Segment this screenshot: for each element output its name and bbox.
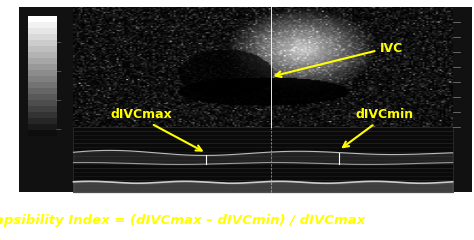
Bar (28, 124, 57, 130)
Text: —: — (56, 41, 62, 46)
Bar (73, 7, 453, 127)
Bar (73, 127, 453, 192)
Text: IVC: IVC (380, 42, 403, 54)
Bar (453, 7, 472, 192)
Bar (28, 94, 57, 100)
Bar (28, 58, 57, 64)
Text: —: — (56, 127, 62, 132)
Bar (28, 28, 57, 34)
Bar (28, 70, 57, 76)
Bar (28, 46, 57, 52)
Bar (28, 88, 57, 94)
Bar (73, 7, 453, 192)
Bar (28, 52, 57, 58)
Text: —: — (56, 70, 62, 74)
Bar (28, 106, 57, 112)
Text: dIVCmin: dIVCmin (356, 108, 413, 120)
Text: Collapsibility Index = (dIVCmax – dIVCmin) / dIVCmax: Collapsibility Index = (dIVCmax – dIVCmi… (0, 214, 365, 227)
Bar (28, 22, 57, 28)
Bar (28, 34, 57, 40)
Bar (28, 40, 57, 46)
Bar (28, 82, 57, 88)
Bar (28, 76, 57, 82)
Bar (19, 7, 73, 192)
Text: dIVCmax: dIVCmax (111, 108, 173, 120)
Bar (28, 100, 57, 106)
Bar (28, 64, 57, 70)
Bar (28, 112, 57, 118)
Bar (28, 130, 57, 136)
Bar (28, 118, 57, 124)
Text: —: — (56, 98, 62, 103)
Bar (28, 16, 57, 22)
